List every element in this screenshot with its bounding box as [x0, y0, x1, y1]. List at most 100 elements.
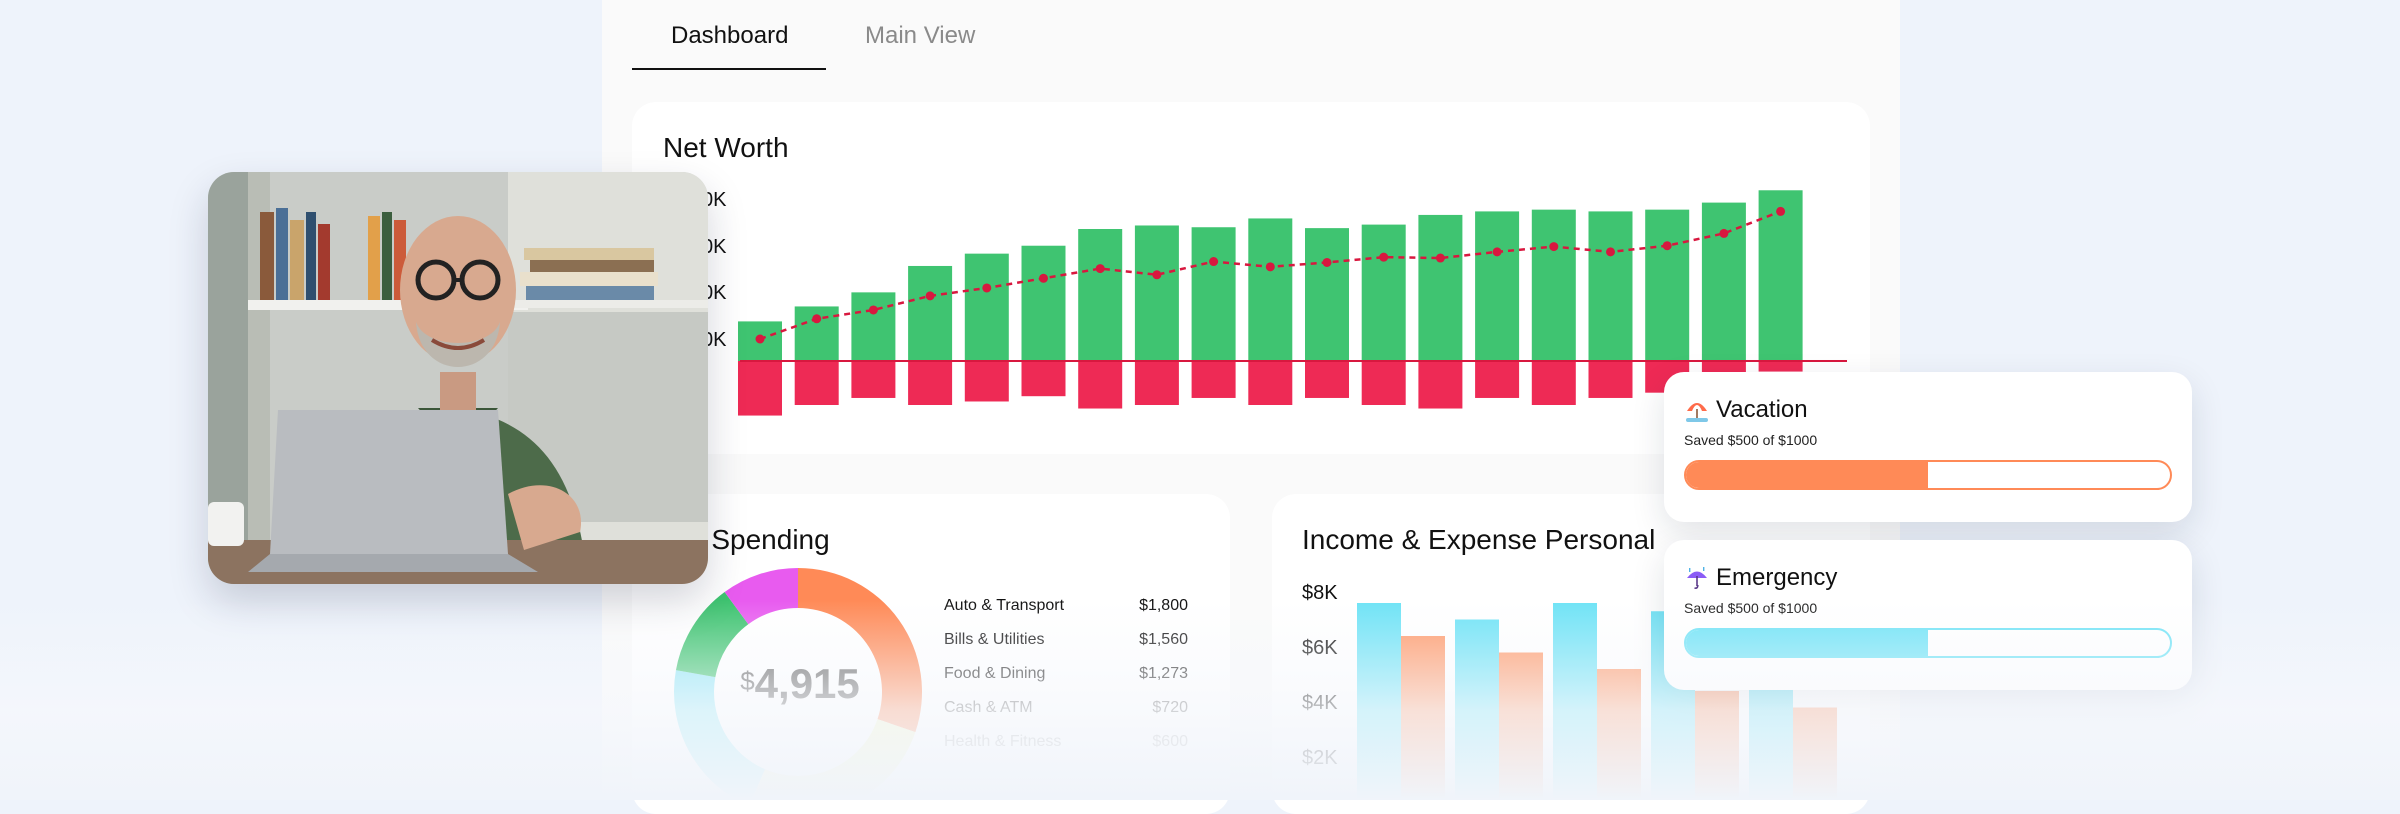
trend-point[interactable] — [1095, 264, 1105, 274]
expense-bar[interactable] — [1499, 652, 1543, 801]
expense-bar[interactable] — [1695, 691, 1739, 800]
debt-bar[interactable] — [1078, 361, 1123, 409]
debt-bar[interactable] — [1758, 361, 1803, 372]
income-bar[interactable] — [1553, 603, 1597, 800]
asset-bar[interactable] — [851, 292, 896, 361]
income-expense-title: Income & Expense Personal — [1302, 524, 1656, 555]
goal-card-emergency[interactable]: Emergency Saved $500 of $1000 — [1664, 540, 2192, 690]
trend-point[interactable] — [1322, 257, 1332, 267]
trend-point[interactable] — [1435, 253, 1445, 263]
asset-bar[interactable] — [1531, 209, 1576, 361]
expense-bar[interactable] — [1401, 636, 1445, 800]
debt-bar[interactable] — [964, 361, 1009, 402]
trend-point[interactable] — [1776, 206, 1786, 216]
debt-bar[interactable] — [1134, 361, 1179, 405]
category-label: Bills & Utilities — [944, 631, 1045, 648]
debt-bar[interactable] — [1701, 361, 1746, 376]
list-item[interactable]: Health & Fitness $600 — [944, 733, 1188, 751]
debt-bar[interactable] — [1361, 361, 1406, 405]
debt-bar[interactable] — [794, 361, 839, 405]
asset-bar[interactable] — [1361, 224, 1406, 361]
debt-bar[interactable] — [1021, 361, 1066, 397]
asset-bar[interactable] — [1248, 218, 1293, 361]
expense-bar[interactable] — [1597, 669, 1641, 800]
y-tick-label: $2K — [1302, 747, 1338, 769]
asset-bar[interactable] — [1758, 190, 1803, 361]
trend-point[interactable] — [1719, 228, 1729, 238]
y-tick-label: $8K — [1302, 582, 1338, 604]
category-label: Food & Dining — [944, 665, 1046, 682]
tab-dashboard[interactable]: Dashboard — [671, 22, 789, 49]
man-with-laptop-illustration — [208, 172, 708, 584]
spending-total: $4,915 — [740, 660, 860, 708]
asset-bar[interactable] — [1021, 245, 1066, 361]
debt-bar[interactable] — [738, 361, 782, 416]
income-bar[interactable] — [1455, 619, 1499, 801]
trend-point[interactable] — [1039, 273, 1048, 283]
y-tick-label: 0K — [702, 282, 727, 304]
asset-bar[interactable] — [1418, 214, 1463, 361]
goal-title-text: Vacation — [1716, 396, 1808, 423]
debt-bar[interactable] — [1475, 361, 1520, 398]
category-label: Cash & ATM — [944, 699, 1033, 716]
list-item[interactable]: Cash & ATM $720 — [944, 699, 1188, 717]
debt-bar[interactable] — [1418, 361, 1463, 409]
asset-bar[interactable] — [908, 265, 953, 361]
expense-bar[interactable] — [1793, 707, 1837, 801]
trend-point[interactable] — [1492, 247, 1502, 257]
asset-bar[interactable] — [1475, 211, 1520, 361]
tab-main-view[interactable]: Main View — [865, 22, 976, 49]
net-worth-chart: 0K 0K 0K 0K — [702, 189, 1847, 416]
trend-point[interactable] — [1549, 242, 1559, 252]
debt-bar[interactable] — [1588, 361, 1633, 398]
debt-bar[interactable] — [1531, 361, 1576, 405]
trend-point[interactable] — [1606, 247, 1615, 257]
goal-progress-fill — [1686, 630, 1928, 656]
spending-total-value: 4,915 — [754, 660, 860, 707]
debt-bar[interactable] — [851, 361, 896, 398]
y-tick-label: 0K — [702, 189, 727, 211]
list-item[interactable]: Bills & Utilities $1,560 — [944, 631, 1188, 649]
y-tick-label: 0K — [702, 329, 727, 351]
asset-bar[interactable] — [964, 253, 1009, 361]
trend-point[interactable] — [1209, 257, 1219, 267]
category-value: $1,560 — [1139, 631, 1188, 648]
trend-point[interactable] — [925, 291, 935, 301]
asset-bar[interactable] — [1305, 228, 1349, 361]
list-item[interactable]: Auto & Transport $1,800 — [944, 597, 1188, 615]
debt-bar[interactable] — [1305, 361, 1349, 398]
asset-bar[interactable] — [1078, 229, 1123, 361]
goal-subtitle: Saved $500 of $1000 — [1684, 600, 1818, 616]
trend-point[interactable] — [812, 314, 822, 324]
asset-bar[interactable] — [1191, 227, 1236, 361]
trend-point[interactable] — [1662, 241, 1672, 251]
income-bar[interactable] — [1357, 603, 1401, 800]
asset-bar[interactable] — [1645, 209, 1690, 361]
trend-point[interactable] — [1379, 252, 1389, 262]
active-tab-indicator — [632, 68, 826, 70]
debt-bar[interactable] — [1191, 361, 1236, 398]
trend-point[interactable] — [982, 283, 992, 293]
trend-point[interactable] — [1265, 262, 1275, 272]
category-value: $720 — [1152, 699, 1188, 716]
net-worth-title: Net Worth — [663, 132, 789, 163]
trend-point[interactable] — [1152, 270, 1162, 280]
debt-bar[interactable] — [908, 361, 953, 405]
umbrella-rain-icon — [1687, 567, 1707, 589]
trend-point[interactable] — [868, 305, 878, 315]
y-tick-label: $6K — [1302, 637, 1338, 659]
asset-bar[interactable] — [1134, 225, 1179, 361]
goal-card-vacation[interactable]: Vacation Saved $500 of $1000 — [1664, 372, 2192, 522]
goal-title: Vacation — [1684, 396, 1808, 424]
list-item[interactable]: Food & Dining $1,273 — [944, 665, 1188, 683]
debt-bar[interactable] — [1248, 361, 1293, 405]
spending-total-currency: $ — [740, 666, 755, 696]
goal-title: Emergency — [1684, 564, 1837, 592]
y-tick-label: $4K — [1302, 692, 1338, 714]
goal-progress-bar — [1684, 628, 2172, 658]
y-tick-label: 0K — [702, 236, 727, 258]
beach-umbrella-icon — [1686, 403, 1708, 422]
asset-bar[interactable] — [1588, 211, 1633, 361]
trend-point[interactable] — [755, 334, 765, 344]
category-label: Health & Fitness — [944, 733, 1062, 750]
